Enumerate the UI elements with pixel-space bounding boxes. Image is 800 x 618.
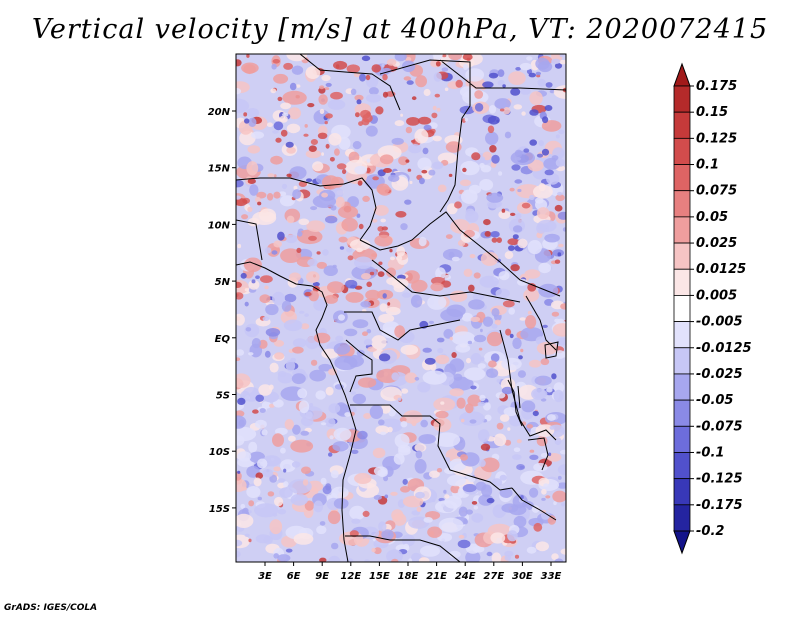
colorbar-label: -0.025	[696, 367, 743, 382]
colorbar-label: 0.005	[696, 288, 737, 303]
x-tick-label: 6E	[287, 571, 301, 582]
colorbar-swatch	[673, 425, 691, 453]
colorbar-label: 0.075	[696, 184, 737, 199]
x-tick-label: 15E	[369, 571, 390, 582]
colorbar-label: -0.075	[696, 419, 743, 434]
colorbar-swatch	[673, 137, 691, 165]
colorbar-swatch	[673, 85, 691, 113]
colorbar-swatch	[673, 216, 691, 244]
x-tick-label: 24E	[455, 571, 476, 582]
plot-frame	[235, 53, 567, 563]
x-tick-label: 27E	[483, 571, 504, 582]
colorbar-label: -0.125	[696, 472, 743, 487]
colorbar-swatch	[673, 164, 691, 192]
colorbar-label: -0.05	[696, 393, 733, 408]
y-tick-label: 5N	[215, 277, 231, 288]
colorbar-swatch	[673, 321, 691, 349]
y-tick-label: 20N	[208, 107, 231, 118]
colorbar-label: 0.15	[696, 105, 728, 120]
x-tick-label: 21E	[426, 571, 447, 582]
colorbar-swatch	[673, 295, 691, 322]
colorbar-label: 0.0125	[696, 262, 746, 277]
x-tick-label: 9E	[315, 571, 329, 582]
x-axis: 3E 6E 9E 12E 15E 18E 21E 24E 27E 30E 33E	[258, 562, 562, 582]
colorbar-swatch	[673, 478, 691, 506]
y-tick-label: EQ	[215, 334, 231, 345]
colorbar-label: 0.1	[696, 158, 719, 173]
colorbar-swatch	[673, 111, 691, 139]
colorbar-label: 0.025	[696, 236, 737, 251]
y-tick-label: 10N	[208, 220, 231, 231]
x-tick-label: 33E	[541, 571, 562, 582]
colorbar-swatch	[673, 242, 691, 270]
credit-label: GrADS: IGES/COLA	[4, 603, 98, 613]
colorbar-label: 0.05	[696, 210, 728, 225]
colorbar: 0.175 0.15 0.125 0.1 0.075 0.05 0.025 0.0125 0.0…	[673, 62, 752, 555]
chart-title: Vertical velocity [m/s] at 400hPa, VT: 2…	[31, 14, 769, 45]
colorbar-swatch	[673, 452, 691, 480]
colorbar-swatch	[673, 190, 691, 218]
colorbar-swatch	[673, 347, 691, 375]
colorbar-label: -0.0125	[696, 341, 752, 356]
x-tick-label: 3E	[258, 571, 272, 582]
colorbar-label: 0.125	[696, 131, 737, 146]
colorbar-label: 0.175	[696, 79, 737, 94]
colorbar-swatch	[673, 399, 691, 427]
coastline-and-borders	[236, 54, 566, 562]
y-tick-label: 5S	[216, 391, 230, 402]
colorbar-bottom-arrow	[673, 530, 691, 555]
colorbar-swatch	[673, 504, 691, 532]
colorbar-swatch	[673, 268, 691, 296]
map-field	[236, 54, 566, 562]
x-tick-label: 30E	[512, 571, 533, 582]
y-axis: 20N 15N 10N 5N EQ 5S 10S 15S	[208, 107, 236, 515]
colorbar-label: -0.175	[696, 498, 743, 513]
colorbar-top-arrow	[673, 62, 691, 87]
x-tick-label: 18E	[398, 571, 419, 582]
colorbar-swatch	[673, 373, 691, 401]
colorbar-label: -0.2	[696, 524, 724, 539]
colorbar-label: -0.005	[696, 315, 743, 330]
lake-outline	[507, 341, 559, 471]
y-tick-label: 15S	[209, 504, 230, 515]
colorbar-label: -0.1	[696, 445, 724, 460]
y-tick-label: 10S	[209, 447, 230, 458]
y-tick-label: 15N	[208, 164, 231, 175]
x-tick-label: 12E	[340, 571, 361, 582]
